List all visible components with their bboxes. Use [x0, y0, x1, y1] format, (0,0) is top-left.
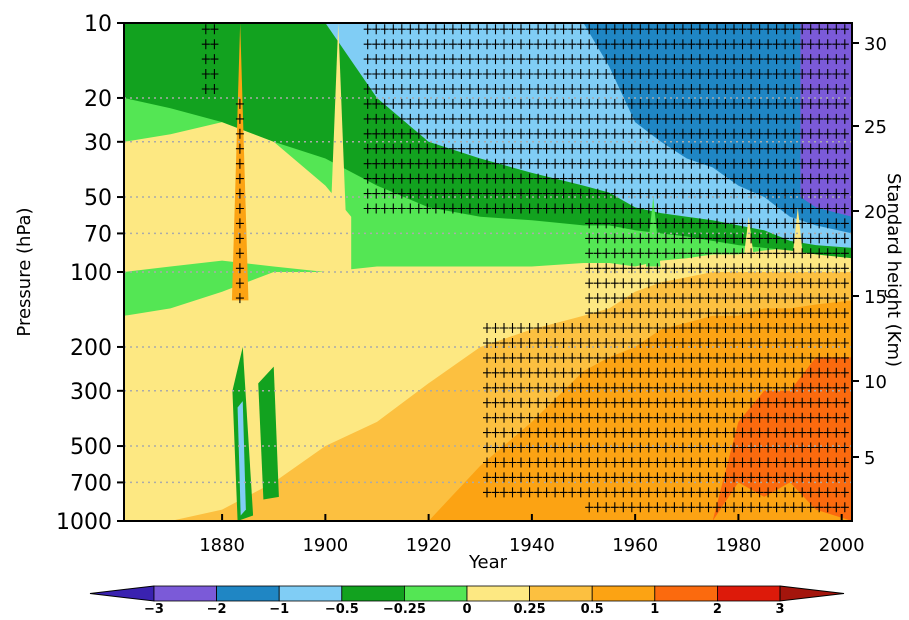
- colorbar-label: −0.5: [325, 602, 359, 616]
- y-tick-label: 70: [84, 222, 112, 247]
- y-tick-label: 200: [70, 336, 112, 361]
- right-axis-label: Standard height (Km): [883, 173, 904, 367]
- band-blue-cooling: [124, 23, 852, 234]
- y-tick-label: 1000: [56, 510, 112, 535]
- y-tick-label: 10: [84, 12, 112, 37]
- x-tick-label: 1980: [716, 535, 762, 556]
- colorbar-label: 0.5: [581, 602, 604, 616]
- band-purple-cooling: [800, 23, 852, 217]
- colorbar-label: −3: [144, 602, 164, 616]
- band-cooling-1889: [258, 366, 279, 500]
- y-tick-label: 300: [70, 380, 112, 405]
- colorbar-label: −1: [269, 602, 289, 616]
- x-tick-label: 1900: [302, 535, 348, 556]
- colorbar-swatch: [529, 585, 593, 602]
- band-deep-orange: [124, 300, 852, 521]
- pressure-gridlines: [124, 97, 852, 484]
- colorbar-high-arrow: [779, 585, 845, 602]
- hatch-crosses: [201, 24, 849, 513]
- y-tick-label: 20: [84, 87, 112, 112]
- colorbar-swatch: [403, 585, 468, 602]
- colorbar-swatch: [341, 585, 405, 602]
- spike-1991: [791, 207, 804, 267]
- band-red-orange: [712, 357, 852, 521]
- colorbar-swatch: [216, 585, 280, 602]
- colorbar-low-arrow: [89, 585, 155, 602]
- right-tick-label: 15: [864, 287, 887, 308]
- colorbar-label: 0.25: [514, 602, 546, 616]
- y-tick-label: 100: [70, 261, 112, 286]
- colorbar-label: 2: [713, 602, 722, 616]
- colorbar-label: 0: [462, 602, 471, 616]
- colorbar-swatch: [591, 585, 656, 602]
- colorbar-swatch: [654, 585, 718, 602]
- right-tick-label: 30: [864, 34, 887, 55]
- y-axis-label: Pressure (hPa): [14, 207, 35, 336]
- y-tick-label: 500: [70, 435, 112, 460]
- colorbar-swatch: [466, 585, 530, 602]
- anomaly-field: [124, 23, 852, 521]
- colorbar: −3 −2 −1 −0.5 −0.25 0 0.25 0.5 1 2 3: [89, 585, 845, 617]
- colorbar-swatch: [278, 585, 343, 602]
- colorbar-label: 1: [650, 602, 659, 616]
- colorbar-swatch: [717, 585, 781, 602]
- colorbar-label: −0.25: [383, 602, 426, 616]
- y-tick-label: 30: [84, 131, 112, 156]
- right-tick-label: 25: [864, 117, 887, 138]
- x-axis-label: Year: [468, 552, 508, 573]
- x-tick-label: 2000: [819, 535, 865, 556]
- right-tick-label: 5: [864, 448, 875, 469]
- x-tick-label: 1960: [612, 535, 658, 556]
- spike-1902: [328, 23, 348, 261]
- band-lightblue-1884: [237, 401, 246, 516]
- right-tick-label: 20: [864, 202, 887, 223]
- x-tick-label: 1880: [199, 535, 245, 556]
- y-tick-label: 700: [70, 471, 112, 496]
- axes: 10 20 30 50 70 100 200 300 500 700 1000 1880 1900 192…: [56, 12, 887, 556]
- colorbar-label: −2: [207, 602, 227, 616]
- right-tick-label: 10: [864, 372, 887, 393]
- spike-1982: [742, 216, 755, 267]
- x-tick-label: 1920: [406, 535, 452, 556]
- colorbar-label: 3: [775, 602, 784, 616]
- y-tick-label: 50: [84, 186, 112, 211]
- x-tick-label: 1940: [509, 535, 555, 556]
- significance-hatching: [201, 24, 849, 513]
- colorbar-swatch: [153, 585, 217, 602]
- spike-1963: [645, 197, 661, 267]
